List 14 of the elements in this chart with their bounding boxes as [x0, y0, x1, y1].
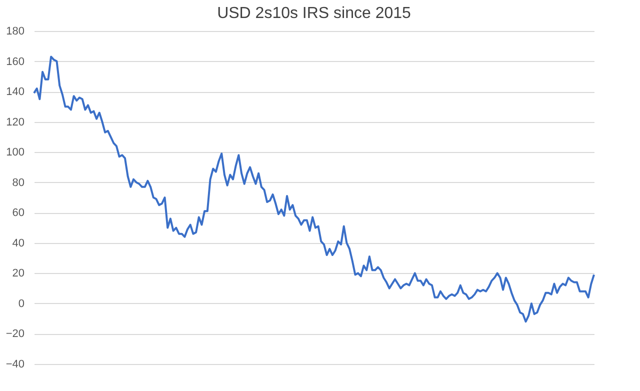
y-tick-label: −40: [6, 358, 24, 370]
y-tick-label: −20: [6, 328, 24, 340]
y-tick-label: 80: [12, 176, 24, 189]
chart-title: USD 2s10s IRS since 2015: [217, 5, 412, 22]
y-tick-label: 20: [12, 268, 24, 280]
y-tick-label: 0: [18, 298, 24, 310]
y-tick-label: 60: [12, 207, 24, 220]
y-tick-label: 140: [6, 86, 24, 98]
y-tick-label: 160: [6, 56, 24, 68]
y-tick-label: 40: [12, 237, 24, 250]
y-tick-label: 180: [6, 26, 24, 38]
line-series: [33, 56, 595, 323]
y-tick-label: 100: [6, 146, 24, 159]
y-tick-label: 120: [6, 116, 24, 128]
